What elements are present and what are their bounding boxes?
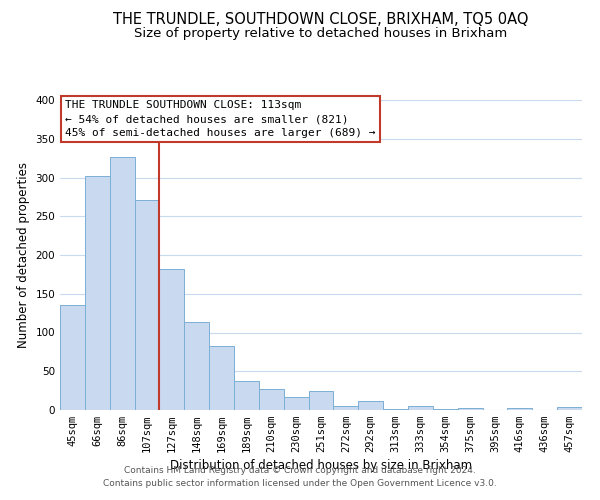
Bar [234, 382, 259, 410]
Bar [557, 407, 582, 410]
Bar [259, 389, 284, 410]
Bar [85, 176, 110, 410]
Bar [458, 408, 482, 410]
Bar [160, 269, 184, 410]
Text: Size of property relative to detached houses in Brixham: Size of property relative to detached ho… [134, 28, 508, 40]
Bar [209, 346, 234, 410]
Text: THE TRUNDLE SOUTHDOWN CLOSE: 113sqm
← 54% of detached houses are smaller (821)
4: THE TRUNDLE SOUTHDOWN CLOSE: 113sqm ← 54… [65, 100, 376, 138]
Bar [134, 200, 160, 410]
Bar [184, 322, 209, 410]
Text: THE TRUNDLE, SOUTHDOWN CLOSE, BRIXHAM, TQ5 0AQ: THE TRUNDLE, SOUTHDOWN CLOSE, BRIXHAM, T… [113, 12, 529, 28]
Text: Distribution of detached houses by size in Brixham: Distribution of detached houses by size … [170, 458, 472, 471]
Text: Contains HM Land Registry data © Crown copyright and database right 2024.
Contai: Contains HM Land Registry data © Crown c… [103, 466, 497, 487]
Bar [60, 306, 85, 410]
Bar [383, 409, 408, 410]
Bar [284, 397, 308, 410]
Bar [308, 392, 334, 410]
Bar [433, 409, 458, 410]
Bar [334, 406, 358, 410]
Bar [110, 156, 134, 410]
Bar [408, 406, 433, 410]
Bar [358, 402, 383, 410]
Bar [508, 408, 532, 410]
Y-axis label: Number of detached properties: Number of detached properties [17, 162, 30, 348]
